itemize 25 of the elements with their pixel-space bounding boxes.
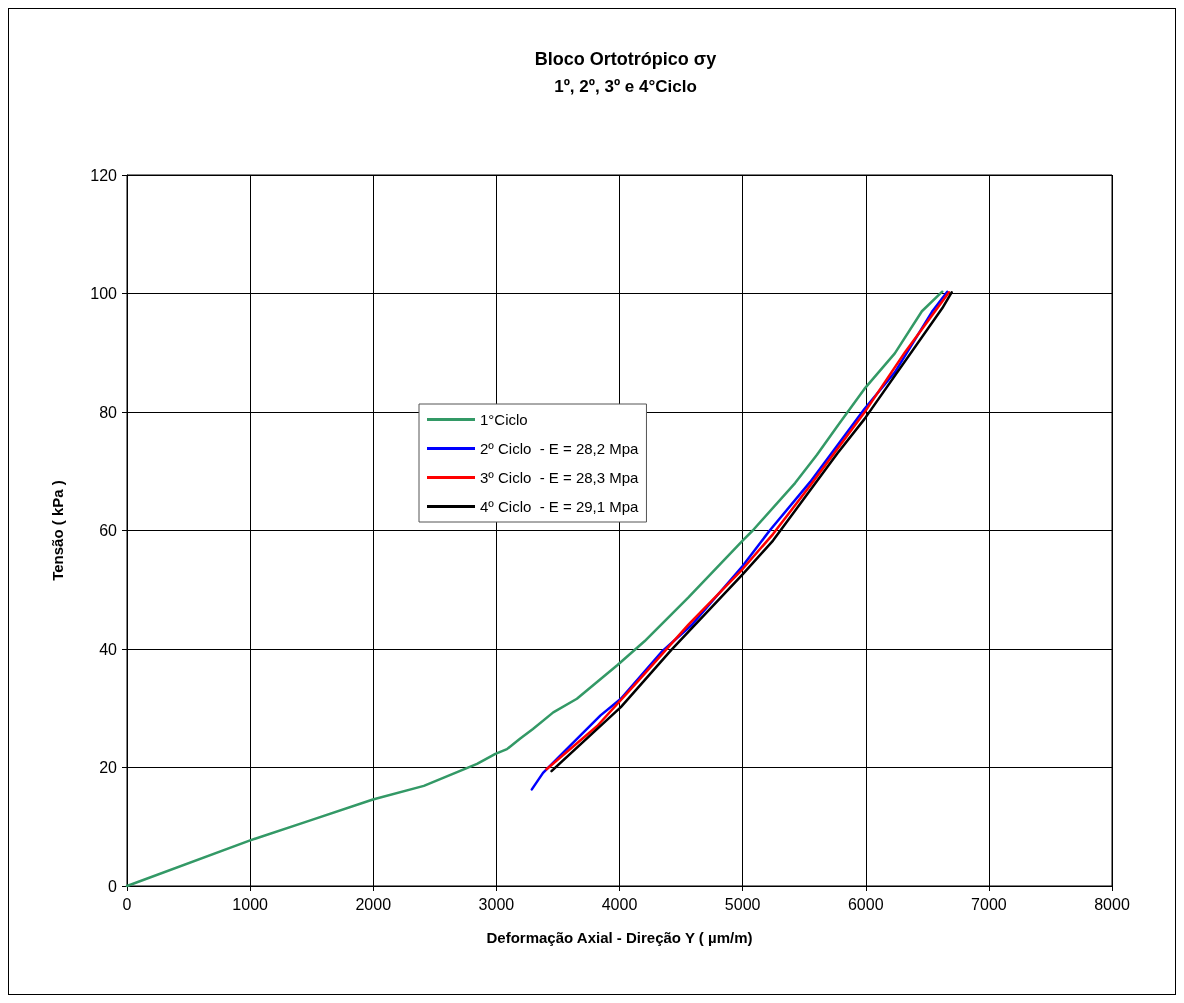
x-tick-label: 7000 — [971, 895, 1007, 913]
legend-label: 4º Ciclo - E = 29,1 Mpa — [480, 498, 640, 515]
y-tick-label: 0 — [108, 877, 118, 895]
y-tick-label: 120 — [90, 166, 118, 184]
x-tick-label: 1000 — [232, 895, 269, 913]
x-tick-label: 2000 — [355, 895, 392, 913]
line-series — [125, 290, 944, 888]
legend-label: 3º Ciclo - E = 28,3 Mpa — [480, 469, 640, 486]
x-tick-label: 4000 — [601, 895, 638, 913]
y-axis-title: Tensão ( kPa ) — [49, 480, 66, 581]
x-tick-label: 0 — [122, 895, 132, 913]
legend-label: 2º Ciclo - E = 28,2 Mpa — [480, 440, 640, 457]
chart-subtitle: 1º, 2º, 3º e 4°Ciclo — [554, 77, 697, 96]
legend-label: 1°Ciclo — [480, 411, 528, 428]
y-tick-label: 80 — [99, 403, 118, 421]
y-tick-label: 60 — [99, 522, 118, 539]
y-tick-label: 20 — [99, 759, 118, 776]
y-tick-label: 100 — [90, 285, 118, 302]
x-tick-label: 6000 — [847, 895, 884, 913]
x-tick-label: 8000 — [1094, 895, 1130, 913]
chart-title: Bloco Ortotrópico σy — [534, 49, 717, 69]
x-axis-title: Deformação Axial - Direção Y ( µm/m) — [486, 929, 753, 946]
x-tick-label: 3000 — [478, 895, 515, 913]
x-tick-label: 5000 — [724, 895, 761, 913]
y-tick-label: 40 — [99, 640, 118, 658]
